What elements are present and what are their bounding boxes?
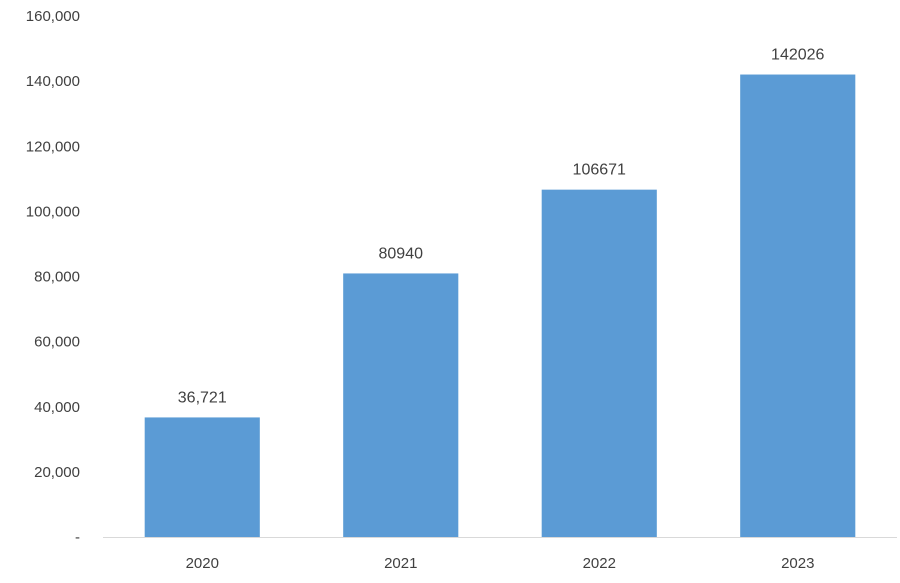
y-tick-label: 60,000 [34, 334, 80, 351]
data-label: 106671 [573, 162, 626, 179]
bar [541, 189, 657, 537]
y-tick-label: 160,000 [26, 8, 80, 25]
x-tick-label: 2022 [583, 555, 616, 572]
x-axis: 2020 2021 2022 2023 [186, 555, 815, 572]
x-tick-label: 2020 [186, 555, 219, 572]
x-tick-label: 2021 [384, 555, 417, 572]
data-label: 80940 [379, 245, 424, 262]
bar [144, 417, 260, 537]
bar [343, 273, 459, 537]
y-tick-label: 140,000 [26, 73, 80, 90]
y-tick-label: 120,000 [26, 138, 80, 155]
data-labels: 36,721 80940 106671 142026 [178, 47, 825, 407]
data-label: 142026 [771, 47, 824, 64]
bar [740, 74, 856, 538]
y-tick-label: 80,000 [34, 269, 80, 286]
y-tick-label: 100,000 [26, 203, 80, 220]
y-tick-label: 20,000 [34, 464, 80, 481]
y-axis: - 20,000 40,000 60,000 80,000 100,000 120,000 1… [26, 8, 80, 546]
y-tick-label: - [75, 529, 80, 546]
y-tick-label: 40,000 [34, 399, 80, 416]
bars [144, 74, 856, 538]
x-tick-label: 2023 [781, 555, 814, 572]
data-label: 36,721 [178, 389, 227, 406]
